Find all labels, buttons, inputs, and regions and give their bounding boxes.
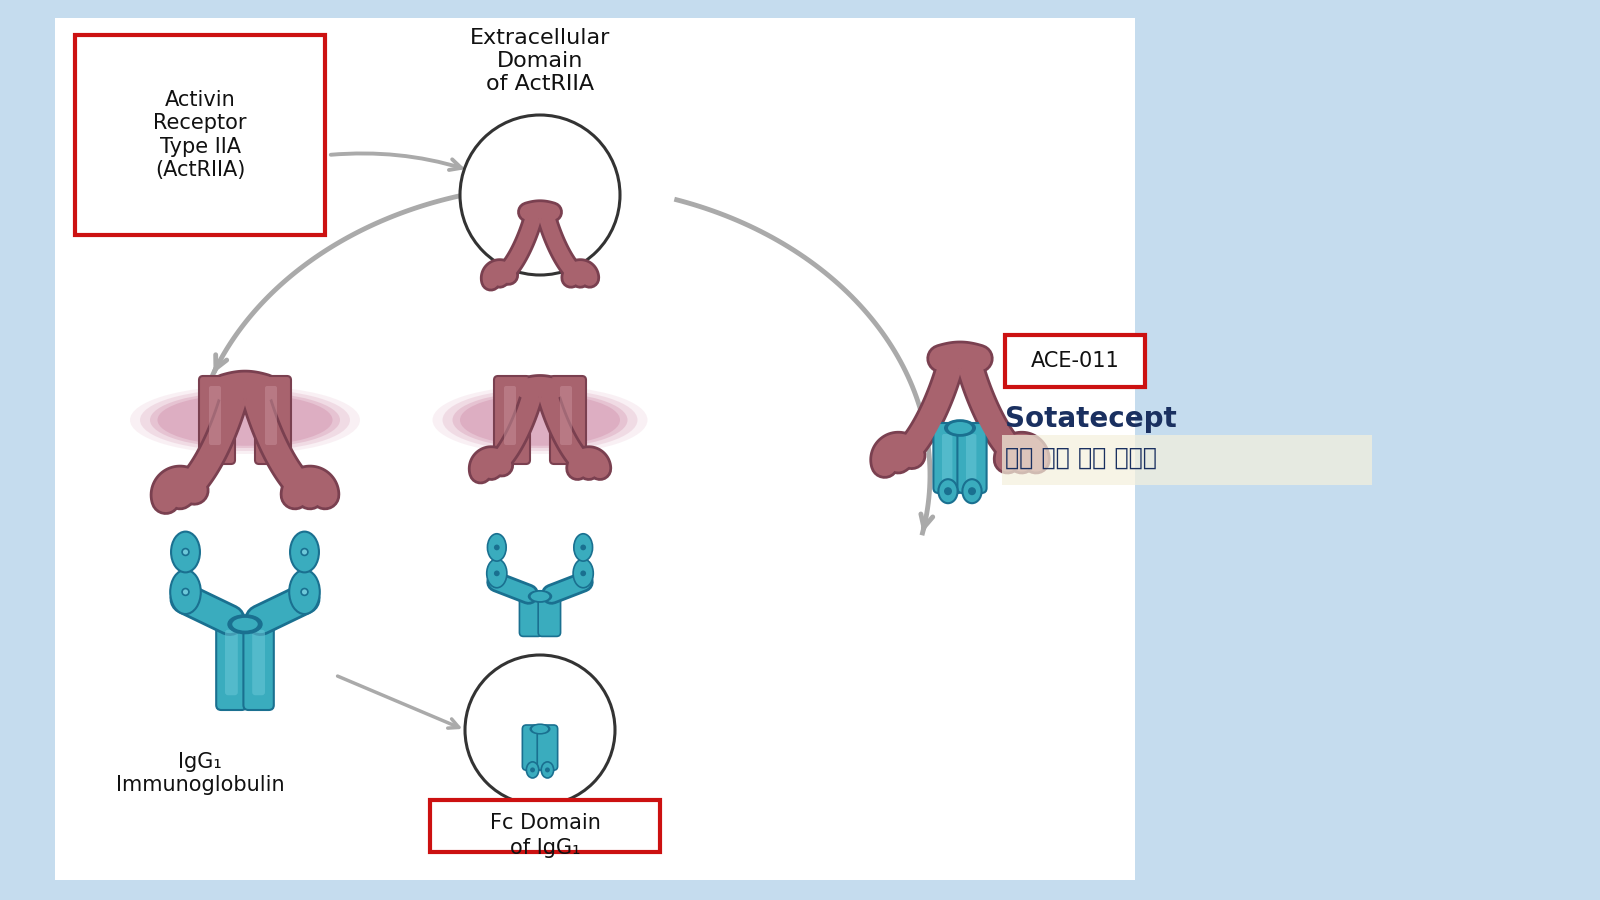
FancyBboxPatch shape (494, 376, 530, 464)
Bar (54, 18, 1134, 880)
Ellipse shape (938, 479, 957, 503)
Ellipse shape (232, 618, 258, 631)
FancyBboxPatch shape (966, 434, 976, 482)
FancyBboxPatch shape (933, 423, 963, 493)
FancyBboxPatch shape (254, 376, 291, 464)
FancyBboxPatch shape (266, 386, 277, 445)
FancyBboxPatch shape (550, 376, 586, 464)
Bar (1005, 335, 1146, 387)
Circle shape (182, 549, 189, 554)
Circle shape (461, 115, 621, 275)
Circle shape (466, 655, 614, 805)
FancyBboxPatch shape (522, 725, 542, 770)
FancyBboxPatch shape (957, 423, 987, 493)
FancyBboxPatch shape (538, 592, 560, 636)
Ellipse shape (130, 386, 360, 454)
Bar (75, 35, 325, 235)
Circle shape (546, 768, 550, 772)
FancyBboxPatch shape (520, 592, 542, 636)
Ellipse shape (453, 392, 627, 448)
Ellipse shape (171, 532, 200, 572)
Text: IgG₁
Immunoglobulin: IgG₁ Immunoglobulin (115, 752, 285, 796)
Circle shape (494, 544, 499, 550)
FancyBboxPatch shape (226, 630, 238, 695)
Ellipse shape (461, 394, 621, 446)
Ellipse shape (141, 389, 350, 451)
FancyBboxPatch shape (538, 725, 558, 770)
Circle shape (301, 588, 309, 596)
Text: ACE-011: ACE-011 (1030, 351, 1120, 371)
Ellipse shape (526, 762, 539, 778)
Circle shape (181, 588, 190, 596)
Ellipse shape (573, 559, 594, 588)
Ellipse shape (541, 762, 554, 778)
Bar (430, 800, 661, 852)
Ellipse shape (443, 389, 637, 451)
Ellipse shape (290, 532, 318, 572)
Circle shape (581, 544, 586, 550)
FancyBboxPatch shape (210, 386, 221, 445)
Circle shape (302, 549, 307, 554)
FancyBboxPatch shape (560, 386, 573, 445)
FancyBboxPatch shape (243, 619, 274, 710)
Circle shape (301, 548, 309, 556)
Ellipse shape (944, 419, 976, 436)
Circle shape (181, 548, 190, 556)
Ellipse shape (531, 591, 549, 601)
Bar (1002, 435, 1373, 485)
FancyBboxPatch shape (216, 619, 246, 710)
Ellipse shape (432, 386, 648, 454)
FancyBboxPatch shape (942, 434, 952, 482)
Ellipse shape (150, 392, 339, 448)
Text: Sotatecept: Sotatecept (1005, 405, 1176, 433)
Text: Activin
Receptor
Type IIA
(ActRIIA): Activin Receptor Type IIA (ActRIIA) (154, 90, 246, 180)
Ellipse shape (530, 724, 550, 734)
Ellipse shape (290, 570, 320, 614)
Ellipse shape (574, 534, 592, 561)
Circle shape (944, 487, 952, 495)
Ellipse shape (531, 725, 549, 733)
Ellipse shape (486, 559, 507, 588)
Ellipse shape (488, 534, 506, 561)
FancyBboxPatch shape (504, 386, 515, 445)
Text: of IgG₁: of IgG₁ (510, 838, 581, 858)
Circle shape (530, 768, 534, 772)
FancyBboxPatch shape (253, 630, 266, 695)
Ellipse shape (963, 479, 982, 503)
FancyBboxPatch shape (198, 376, 235, 464)
Circle shape (968, 487, 976, 495)
Ellipse shape (157, 394, 333, 446)
Text: Fc Domain: Fc Domain (490, 813, 600, 833)
Ellipse shape (229, 615, 262, 634)
Text: 초기 개발 단계 코드명: 초기 개발 단계 코드명 (1005, 446, 1157, 470)
Text: Extracellular
Domain
of ActRIIA: Extracellular Domain of ActRIIA (470, 28, 610, 94)
Ellipse shape (947, 422, 973, 434)
Circle shape (182, 590, 189, 595)
Ellipse shape (170, 570, 202, 614)
Ellipse shape (528, 590, 552, 603)
Circle shape (494, 571, 499, 576)
Circle shape (302, 590, 307, 595)
Circle shape (581, 571, 586, 576)
